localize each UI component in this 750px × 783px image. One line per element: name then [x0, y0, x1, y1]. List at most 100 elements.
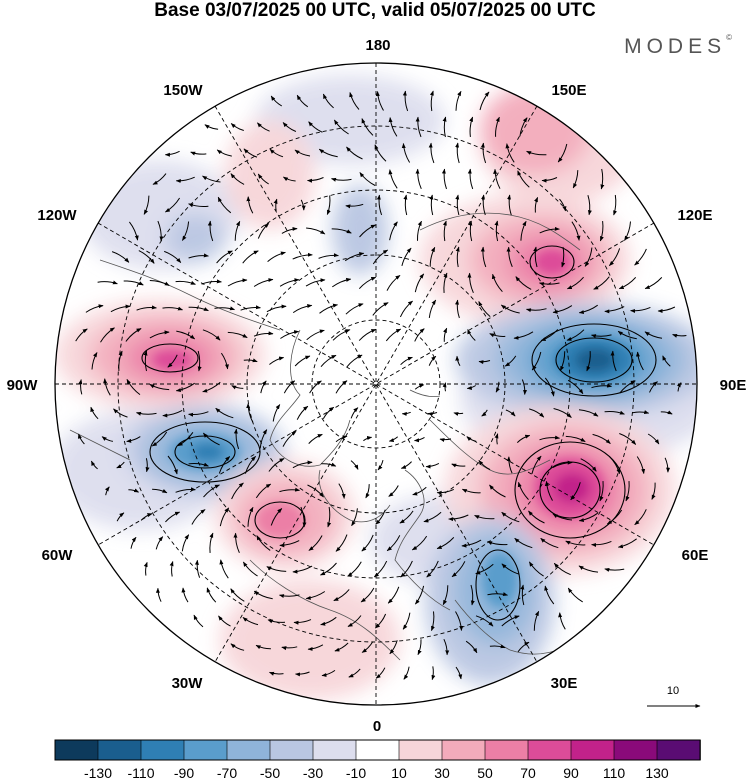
wind-vector: [401, 143, 411, 163]
wind-vector: [539, 282, 560, 286]
wind-vector: [528, 510, 545, 524]
wind-vector: [599, 221, 604, 242]
wind-vector: [399, 510, 414, 524]
colorbar-swatch: [226, 739, 271, 761]
colorbar-swatch: [656, 739, 701, 761]
wind-vector: [451, 561, 466, 578]
wind-vector: [322, 93, 334, 109]
wind-vector: [412, 486, 427, 496]
wind-vector: [279, 594, 300, 599]
wind-vector: [143, 195, 150, 215]
wind-vector: [326, 195, 331, 215]
colorbar-tick-label: -50: [260, 765, 280, 781]
wind-vector: [318, 253, 339, 259]
wind-vector: [242, 617, 259, 626]
lon-label-150e: 150E: [551, 82, 586, 99]
wind-vector: [494, 220, 499, 242]
colorbar-swatch: [269, 739, 314, 761]
wind-vector: [467, 329, 476, 341]
wind-vector: [559, 198, 567, 212]
wind-vector: [332, 329, 351, 341]
wind-vector: [609, 248, 621, 266]
wind-vector: [521, 379, 528, 395]
wind-vector: [175, 382, 195, 393]
wind-vector: [451, 463, 466, 468]
wind-vector: [541, 177, 558, 183]
wind-vector: [427, 412, 438, 417]
wind-vector: [282, 122, 297, 132]
wind-vector: [401, 247, 412, 267]
wind-vector: [266, 304, 287, 313]
wind-vector: [253, 590, 273, 600]
colorbar-swatch: [54, 739, 99, 761]
wind-vector: [358, 328, 377, 341]
wind-vector: [632, 410, 650, 414]
wind-vector: [481, 409, 488, 417]
wind-vector: [77, 433, 85, 445]
anomaly-cores: [152, 249, 634, 608]
wind-vector: [219, 507, 230, 527]
wind-vector: [243, 148, 258, 158]
wind-vector: [201, 279, 222, 285]
wind-vector: [461, 539, 482, 548]
wind-vector: [85, 304, 104, 313]
anomaly-field: [55, 63, 697, 705]
wind-vector: [281, 226, 298, 234]
wind-vector: [111, 251, 130, 263]
wind-vector: [246, 196, 254, 214]
wind-vector: [534, 196, 539, 213]
colorbar-tick-label: 10: [391, 765, 407, 781]
wind-vector: [273, 198, 278, 211]
wind-vector: [544, 480, 553, 501]
wind-vector: [402, 612, 411, 630]
wind-vector: [373, 560, 388, 578]
wind-vector: [331, 228, 352, 234]
wind-vector: [231, 482, 244, 500]
wind-vector: [347, 561, 362, 577]
wind-vector: [169, 561, 174, 577]
wind-vector: [442, 116, 447, 138]
wind-vector: [335, 435, 348, 443]
wind-vector: [348, 668, 361, 678]
wind-vector: [143, 350, 148, 372]
wind-vector: [403, 194, 408, 216]
wind-vector: [428, 355, 437, 366]
wind-vector: [204, 124, 219, 130]
wind-vector: [443, 638, 450, 656]
wind-vector: [320, 562, 337, 576]
wind-vector: [320, 616, 337, 626]
wind-vector: [152, 488, 168, 494]
wind-vector: [400, 356, 413, 366]
colorbar-frame: [54, 739, 701, 761]
wind-vector: [100, 327, 115, 343]
wind-vector: [266, 566, 287, 572]
wind-vector: [306, 227, 326, 235]
wind-vector: [553, 408, 572, 418]
wind-vector: [635, 351, 644, 371]
wind-vector: [501, 563, 520, 575]
wind-vector: [126, 378, 141, 396]
wind-vector: [149, 383, 170, 391]
colorbar-tick-label: 70: [520, 765, 536, 781]
wind-vector: [479, 91, 490, 111]
wind-vector: [294, 355, 311, 367]
wind-vector: [411, 535, 428, 551]
wind-vector: [351, 508, 358, 527]
wind-vector: [426, 560, 439, 578]
wind-vector: [610, 350, 617, 372]
wind-vector: [664, 457, 671, 473]
wind-vector: [347, 615, 362, 627]
wind-vector: [593, 276, 610, 290]
wind-vector: [349, 92, 360, 110]
wind-vector: [125, 328, 142, 342]
wind-vector: [584, 247, 593, 267]
wind-vector: [466, 385, 476, 390]
wind-vector: [507, 194, 512, 216]
wind-vector: [164, 197, 181, 213]
wind-vector: [91, 352, 98, 370]
wind-vector: [361, 534, 374, 552]
wind-vector: [425, 462, 440, 469]
wind-vector: [415, 585, 425, 605]
wind-vector: [489, 333, 506, 338]
